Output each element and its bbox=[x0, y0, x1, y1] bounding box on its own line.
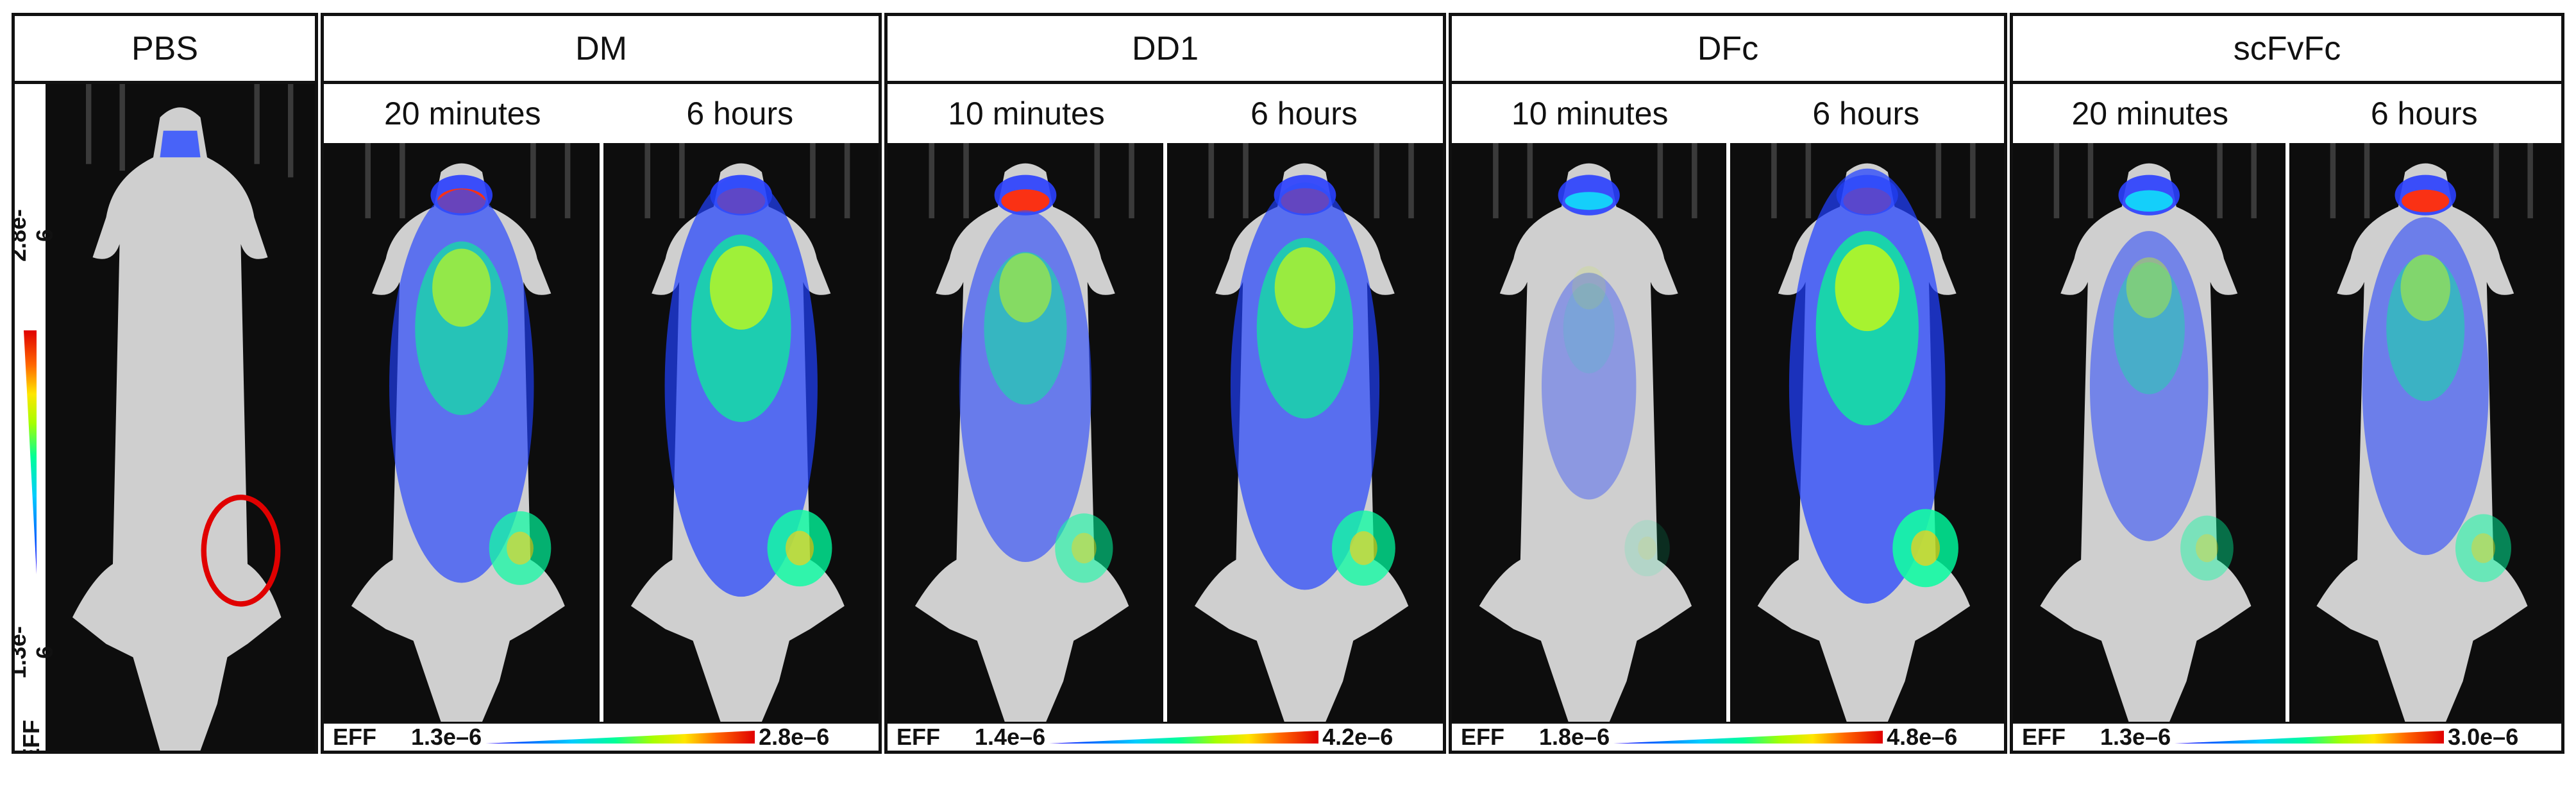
panel-pbs: PBS 2.8e-6 1.3e-6 EFF bbox=[12, 13, 318, 754]
timepoint-labels: 10 minutes 6 hours bbox=[1452, 84, 2004, 143]
mouse-image bbox=[46, 84, 315, 751]
fluorescence-overlay bbox=[2362, 174, 2511, 583]
panel-title: DFc bbox=[1452, 16, 2004, 84]
image-row bbox=[888, 143, 1443, 722]
timepoint-label: 6 hours bbox=[1250, 96, 1358, 132]
color-scale-bar: EFF 1.4e–6 4.2e–6 bbox=[888, 722, 1443, 751]
mouse-silhouette bbox=[2013, 143, 2286, 722]
mouse-silhouette bbox=[46, 84, 315, 751]
scale-max-label: 2.8e–6 bbox=[759, 724, 830, 750]
scale-eff-label: EFF bbox=[897, 724, 940, 750]
color-scale-bar: EFF 1.8e–6 4.8e–6 bbox=[1452, 722, 2004, 751]
timepoint-labels: 20 minutes 6 hours bbox=[2013, 84, 2561, 143]
mouse-image bbox=[1452, 143, 1726, 722]
mouse-silhouette bbox=[603, 143, 879, 722]
mouse-silhouette bbox=[2289, 143, 2561, 722]
image-row bbox=[2013, 143, 2561, 722]
image-row bbox=[15, 84, 315, 751]
mouse-image bbox=[2289, 143, 2561, 722]
color-scale-bar: EFF 1.3e–6 3.0e–6 bbox=[2013, 722, 2561, 751]
scale-eff-label: EFF bbox=[2022, 724, 2066, 750]
panel-dd1: DD1 10 minutes 6 hours EFF 1.4e–6 4.2e–6 bbox=[884, 13, 1446, 754]
timepoint-label: 6 hours bbox=[2370, 96, 2478, 132]
mouse-silhouette bbox=[1730, 143, 2004, 722]
panel-dm: DM 20 minutes 6 hours EFF 1.3e–6 2.8e–6 bbox=[321, 13, 882, 754]
scale-max-label: 4.8e–6 bbox=[1887, 724, 1958, 750]
panel-title: DM bbox=[324, 16, 879, 84]
mouse-image bbox=[324, 143, 600, 722]
scale-max-label: 3.0e–6 bbox=[2448, 724, 2519, 750]
color-scale-bar: EFF 1.3e–6 2.8e–6 bbox=[324, 722, 879, 751]
color-gradient bbox=[1049, 731, 1319, 744]
scale-eff-label: EFF bbox=[1461, 724, 1504, 750]
panel-title: scFvFc bbox=[2013, 16, 2561, 84]
mouse-image bbox=[1167, 143, 1443, 722]
mouse-body bbox=[72, 107, 282, 751]
fluorescence-overlay bbox=[2089, 174, 2234, 581]
timepoint-label: 10 minutes bbox=[1511, 96, 1669, 132]
mouse-image bbox=[603, 143, 879, 722]
mouse-silhouette bbox=[888, 143, 1163, 722]
vertical-color-gradient bbox=[24, 330, 37, 574]
fluorescence-overlay bbox=[664, 174, 832, 597]
scale-min-label: 1.3e-6 bbox=[12, 625, 58, 679]
fluorescence-overlay bbox=[389, 174, 551, 585]
scale-min-label: 1.4e–6 bbox=[975, 724, 1046, 750]
panel-scfvfc: scFvFc 20 minutes 6 hours EFF 1.3e–6 3.0… bbox=[2010, 13, 2564, 754]
fluorescence-overlay bbox=[1230, 174, 1395, 590]
mouse-image bbox=[2013, 143, 2286, 722]
image-row bbox=[1452, 143, 2004, 722]
panel-title: DD1 bbox=[888, 16, 1443, 84]
fluorescence-overlay bbox=[1542, 174, 1670, 577]
image-row bbox=[324, 143, 879, 722]
scale-max-label: 2.8e-6 bbox=[12, 208, 58, 262]
scale-min-label: 1.3e–6 bbox=[411, 724, 482, 750]
mouse-silhouette bbox=[324, 143, 600, 722]
scale-eff-label: EFF bbox=[18, 720, 44, 754]
scale-max-label: 4.2e–6 bbox=[1322, 724, 1393, 750]
tumor-circle-marker bbox=[201, 495, 281, 607]
panel-dfc: DFc 10 minutes 6 hours EFF 1.8e–6 4.8e–6 bbox=[1449, 13, 2007, 754]
timepoint-label: 10 minutes bbox=[948, 96, 1105, 132]
timepoint-label: 6 hours bbox=[686, 96, 794, 132]
scale-min-label: 1.3e–6 bbox=[2100, 724, 2171, 750]
mouse-silhouette bbox=[1452, 143, 1726, 722]
scale-min-label: 1.8e–6 bbox=[1539, 724, 1610, 750]
color-gradient bbox=[1613, 731, 1883, 744]
color-gradient bbox=[485, 731, 755, 744]
vertical-scale-bar: 2.8e-6 1.3e-6 EFF bbox=[15, 164, 58, 754]
mouse-image bbox=[888, 143, 1163, 722]
mouse-silhouette bbox=[1167, 143, 1443, 722]
color-gradient bbox=[2175, 731, 2445, 744]
panel-title: PBS bbox=[15, 16, 315, 84]
timepoint-labels: 20 minutes 6 hours bbox=[324, 84, 879, 143]
timepoint-label: 20 minutes bbox=[2071, 96, 2229, 132]
fluorescence-overlay bbox=[1789, 168, 1958, 604]
fluorescence-overlay bbox=[959, 174, 1113, 583]
mouse-image bbox=[1730, 143, 2004, 722]
scale-eff-label: EFF bbox=[333, 724, 376, 750]
timepoint-label: 6 hours bbox=[1812, 96, 1920, 132]
mouse-body bbox=[1479, 163, 1692, 722]
timepoint-labels: 10 minutes 6 hours bbox=[888, 84, 1443, 143]
timepoint-label: 20 minutes bbox=[383, 96, 541, 132]
